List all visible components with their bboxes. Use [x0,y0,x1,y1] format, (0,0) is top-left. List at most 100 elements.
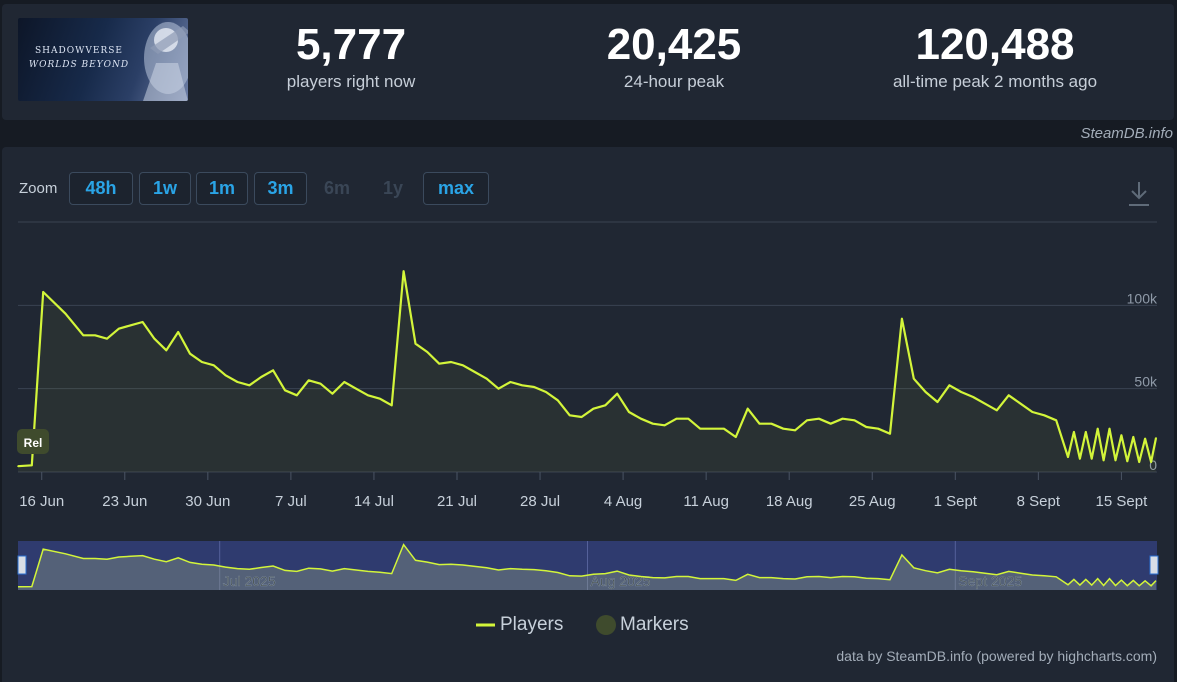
data-point [924,391,927,393]
data-point [497,387,500,390]
game-cover-image[interactable]: SHADOWVERSE WORLDS BEYOND [18,18,188,101]
data-point [260,376,263,378]
data-point [1120,434,1123,437]
data-point [960,391,963,393]
line-swatch-icon [476,623,495,627]
data-point [1031,411,1034,413]
navigator-handle-right[interactable] [1149,555,1159,575]
x-tick-label: 8 Sept [1017,493,1061,510]
data-point [509,381,512,383]
game-logo-line2: WORLDS BEYOND [28,60,130,70]
data-point [972,396,974,398]
steamdb-credit-link[interactable]: SteamDB.info [1080,125,1173,142]
data-point [106,337,108,340]
chart-panel [2,147,1174,682]
data-point [42,291,45,293]
data-point [1096,427,1099,430]
data-point [284,389,286,392]
legend-item-players[interactable]: Players [475,614,563,636]
game-logo-line1: SHADOWVERSE [35,46,123,56]
data-point [901,317,903,320]
data-point [865,426,868,428]
data-point [17,465,19,467]
data-point [1085,431,1087,433]
data-point [94,334,96,337]
x-tick-label: 4 Aug [604,493,642,510]
x-tick-label: 25 Aug [849,493,896,510]
data-point [165,349,168,352]
data-point [853,419,856,422]
data-point [912,377,915,380]
data-point [426,351,429,353]
stat-value: 5,777 [295,20,407,69]
data-point [794,429,796,432]
data-point [402,270,405,272]
data-point [829,422,832,425]
x-tick-label: 7 Jul [275,493,307,510]
data-point [331,392,334,395]
data-point [1108,427,1111,430]
data-point [31,464,33,467]
stat-value: 120,488 [915,20,1075,69]
data-point [1114,459,1117,462]
data-point [212,364,215,367]
data-point [533,386,535,388]
data-point [948,384,951,387]
zoom-1y-button: 1y [382,178,404,198]
navigator: Jul 2025 Aug 2025 Sept 2025 [17,541,1159,590]
legend-item-markers[interactable]: Markers [595,614,689,636]
data-point [818,417,820,420]
data-point [319,382,322,385]
data-point [687,417,690,420]
x-tick-label: 30 Jun [185,493,230,510]
game-art [143,22,188,101]
stat-current-players: 5,777 players right now [251,20,451,94]
zoom-48h-button[interactable]: 48h [69,172,133,205]
zoom-max-button[interactable]: max [423,172,489,205]
x-tick-label: 15 Sept [1096,493,1149,510]
data-point [118,327,120,330]
highcharts-credit-link[interactable]: data by SteamDB.info (powered by highcha… [836,648,1157,664]
download-icon[interactable] [1126,180,1152,208]
zoom-1w-button[interactable]: 1w [139,172,191,205]
data-point [568,414,571,417]
data-point [390,404,393,407]
data-point [1007,394,1010,397]
data-point [758,422,761,425]
data-point [1067,456,1069,458]
data-point [640,417,642,420]
data-point [379,397,381,400]
legend-label-players: Players [500,614,564,635]
data-point [438,362,440,365]
navigator-tick-label: Sept 2025 [958,573,1022,589]
data-point [841,417,844,420]
data-point [1102,459,1105,462]
x-tick-label: 16 Jun [19,493,64,510]
zoom-1m-button[interactable]: 1m [196,172,248,205]
data-point [367,394,369,397]
data-point [462,364,464,367]
x-tick-label: 11 Aug [683,493,729,510]
data-point [1144,437,1146,440]
data-point [248,384,251,387]
data-point [450,361,452,363]
chart-series [17,270,1158,472]
chart-markers: Rel [17,429,49,454]
navigator-handle-left[interactable] [17,555,27,575]
zoom-3m-button[interactable]: 3m [254,172,307,205]
y-axis: 0 50k 100k [1127,290,1158,473]
x-axis: 16 Jun 23 Jun 30 Jun 7 Jul 14 Jul 21 Jul 28 Ju… [19,472,1148,510]
data-point [224,374,227,377]
stat-all-time-peak: 120,488 all-time peak 2 months ago [860,20,1130,94]
data-point [746,407,749,410]
data-point [996,409,998,412]
data-point [1132,436,1135,438]
x-tick-label: 21 Jul [437,493,477,510]
navigator-tick-label: Aug 2025 [591,573,651,589]
release-marker-badge [17,429,49,454]
circle-swatch-icon [596,615,616,635]
data-point [557,399,559,402]
data-point [936,401,939,403]
data-point [1073,431,1075,433]
